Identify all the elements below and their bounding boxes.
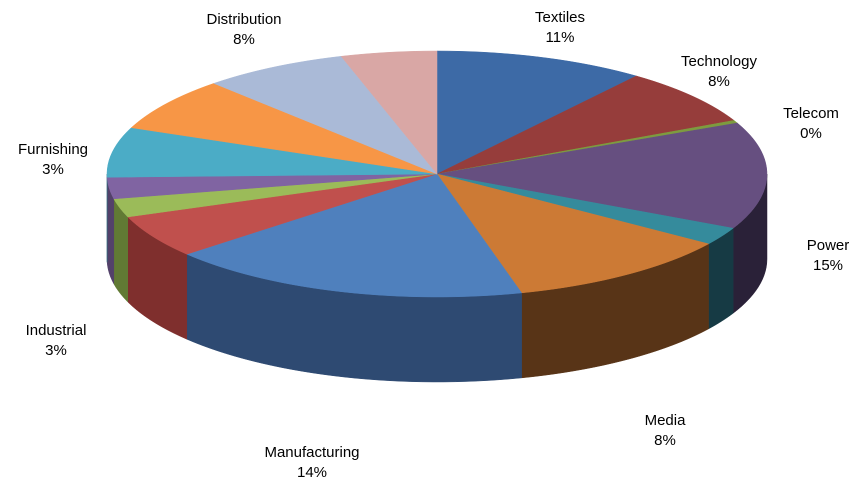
data-label-power: Power 15% (807, 236, 850, 276)
data-label-value: 8% (708, 73, 730, 90)
data-label-name: Textiles (534, 9, 586, 26)
data-label-furnishing: Furnishing 3% (18, 140, 88, 180)
data-label-value: 8% (233, 31, 255, 48)
pie-slice-textiles (436, 50, 637, 175)
data-label-value: 14% (296, 464, 328, 481)
pie-slice-furnishing (106, 127, 438, 178)
data-label-technology: Technology 8% (681, 52, 757, 92)
pie-slice-power (436, 122, 768, 229)
pie-slice-unlabeled-11 (130, 83, 438, 175)
pie-slice-unlabeled-4 (436, 173, 734, 245)
data-label-value: 11% (545, 29, 575, 46)
data-label-name: Industrial (25, 322, 87, 339)
data-label-name: Media (644, 412, 686, 429)
pie-slice-unlabeled-13 (340, 50, 438, 175)
pie-slice-unlabeled-7 (127, 173, 438, 255)
data-label-value: 3% (42, 161, 64, 178)
pie-slice-media (436, 173, 710, 294)
data-label-textiles: Textiles 11% (535, 8, 585, 48)
data-label-name: Distribution (206, 11, 282, 28)
pie-slice-technology (436, 75, 735, 175)
pie-top-faces (106, 50, 768, 298)
data-label-name: Power (806, 237, 850, 254)
pie-side-slice-4 (708, 227, 734, 330)
data-label-industrial: Industrial 3% (26, 321, 87, 361)
data-label-name: Telecom (783, 105, 839, 122)
data-label-name: Technology (681, 53, 757, 70)
data-label-value: 8% (654, 432, 676, 449)
data-label-telecom: Telecom 0% (783, 104, 839, 144)
data-label-distribution: Distribution 8% (206, 10, 281, 50)
data-label-manufacturing: Manufacturing 14% (264, 443, 359, 483)
pie-side-walls (106, 173, 768, 383)
pie-slice-distribution (213, 56, 438, 175)
data-label-media: Media 8% (645, 411, 686, 451)
data-label-value: 0% (800, 125, 822, 142)
data-label-name: Manufacturing (264, 444, 360, 461)
data-label-value: 3% (45, 342, 67, 359)
pie-slice-industrial (113, 173, 438, 218)
data-label-name: Furnishing (17, 141, 89, 158)
data-label-value: 15% (812, 257, 844, 274)
pie-slice-manufacturing (186, 173, 523, 298)
pie-slice-unlabeled-9 (106, 173, 438, 200)
